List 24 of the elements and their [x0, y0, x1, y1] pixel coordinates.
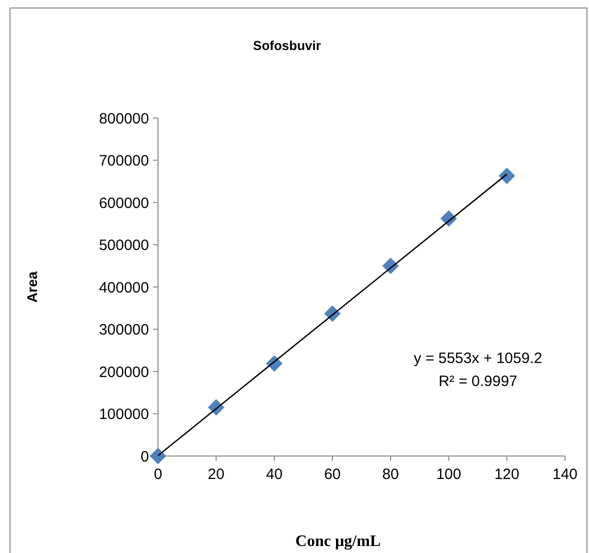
y-tick-label: 100000: [98, 406, 149, 423]
y-tick-label: 800000: [98, 110, 149, 128]
annotation: y = 5553x + 1059.2: [414, 350, 542, 367]
point: [150, 448, 166, 464]
y-tick-label: 400000: [98, 279, 149, 296]
y-tick-label: 0: [140, 448, 149, 466]
annotation: R² = 0.9997: [438, 373, 518, 390]
x-tick-label: 100: [436, 466, 462, 483]
y-tick-label: 300000: [98, 322, 149, 338]
y-tick-label: 500000: [98, 237, 149, 254]
y-axis-title: Area: [24, 271, 40, 303]
x-tick-label: 140: [552, 466, 578, 483]
x-axis-title: Conc µg/mL: [295, 533, 381, 550]
x-tick-label: 40: [266, 466, 283, 483]
x-tick-label: 60: [324, 466, 341, 483]
chart-title: Sofosbuvir: [253, 38, 321, 53]
x-tick-label: 120: [494, 466, 520, 483]
y-tick-label: 600000: [98, 194, 149, 212]
x-tick-label: 0: [154, 466, 162, 483]
x-tick-label: 20: [208, 466, 224, 483]
point: [498, 168, 516, 184]
x-tick-label: 80: [382, 466, 399, 483]
y-tick-label: 200000: [98, 364, 149, 381]
y-tick-label: 700000: [98, 152, 149, 170]
